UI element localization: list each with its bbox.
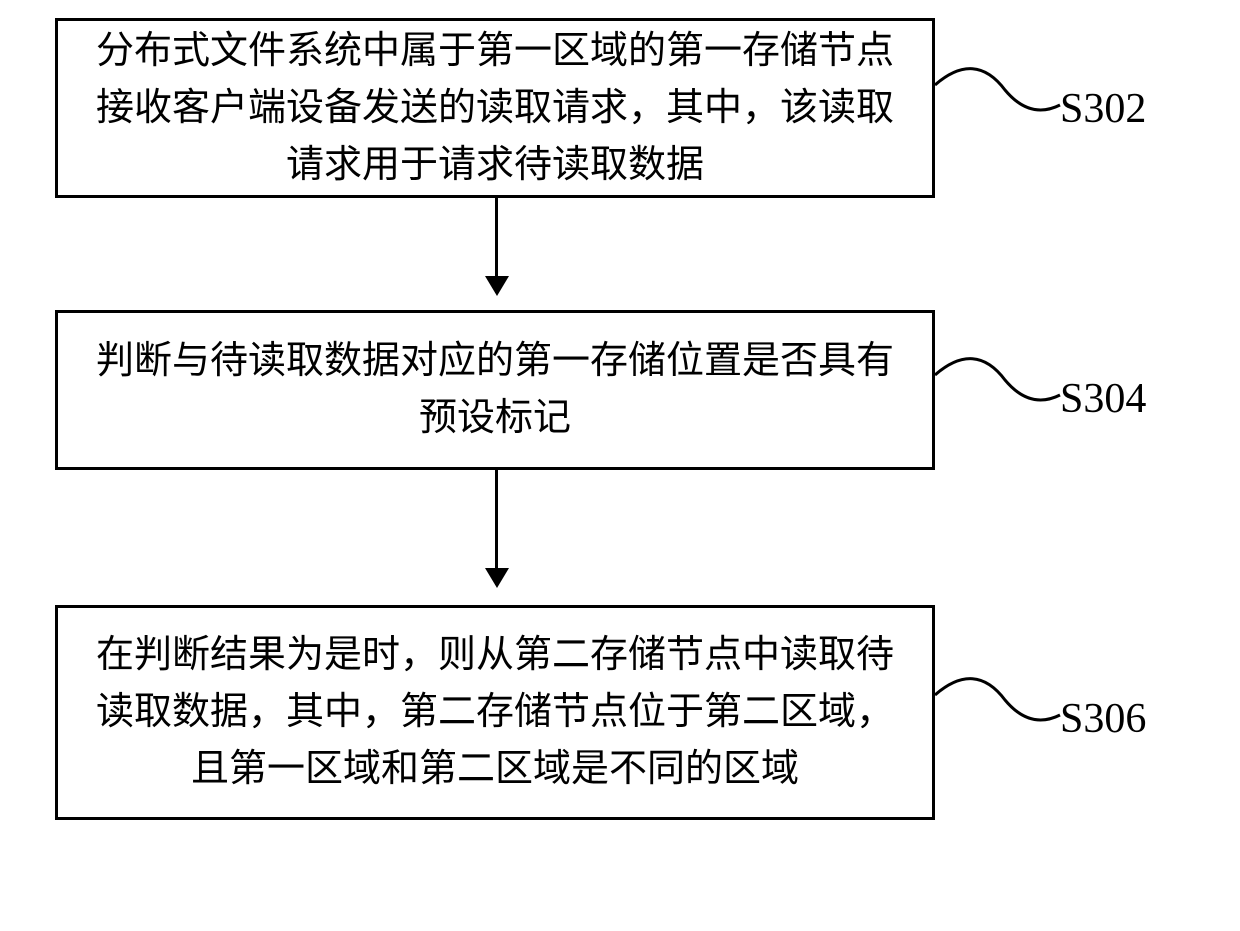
flow-step-1: 分布式文件系统中属于第一区域的第一存储节点接收客户端设备发送的读取请求，其中，该… xyxy=(55,18,935,198)
step-label-1: S302 xyxy=(1060,85,1146,133)
step-label-3: S306 xyxy=(1060,695,1146,743)
arrow-1 xyxy=(495,198,498,293)
flow-step-3-text: 在判断结果为是时，则从第二存储节点中读取待读取数据，其中，第二存储节点位于第二区… xyxy=(88,627,902,798)
flow-step-1-text: 分布式文件系统中属于第一区域的第一存储节点接收客户端设备发送的读取请求，其中，该… xyxy=(88,23,902,194)
flow-step-2: 判断与待读取数据对应的第一存储位置是否具有预设标记 xyxy=(55,310,935,470)
arrowhead-icon xyxy=(485,276,509,296)
connector-curve-2 xyxy=(935,350,1065,430)
flow-step-2-text: 判断与待读取数据对应的第一存储位置是否具有预设标记 xyxy=(88,333,902,447)
flowchart-container: 分布式文件系统中属于第一区域的第一存储节点接收客户端设备发送的读取请求，其中，该… xyxy=(0,0,1240,931)
connector-curve-1 xyxy=(935,60,1065,140)
flow-step-3: 在判断结果为是时，则从第二存储节点中读取待读取数据，其中，第二存储节点位于第二区… xyxy=(55,605,935,820)
step-label-2: S304 xyxy=(1060,375,1146,423)
arrow-2 xyxy=(495,470,498,585)
connector-curve-3 xyxy=(935,670,1065,750)
arrowhead-icon xyxy=(485,568,509,588)
